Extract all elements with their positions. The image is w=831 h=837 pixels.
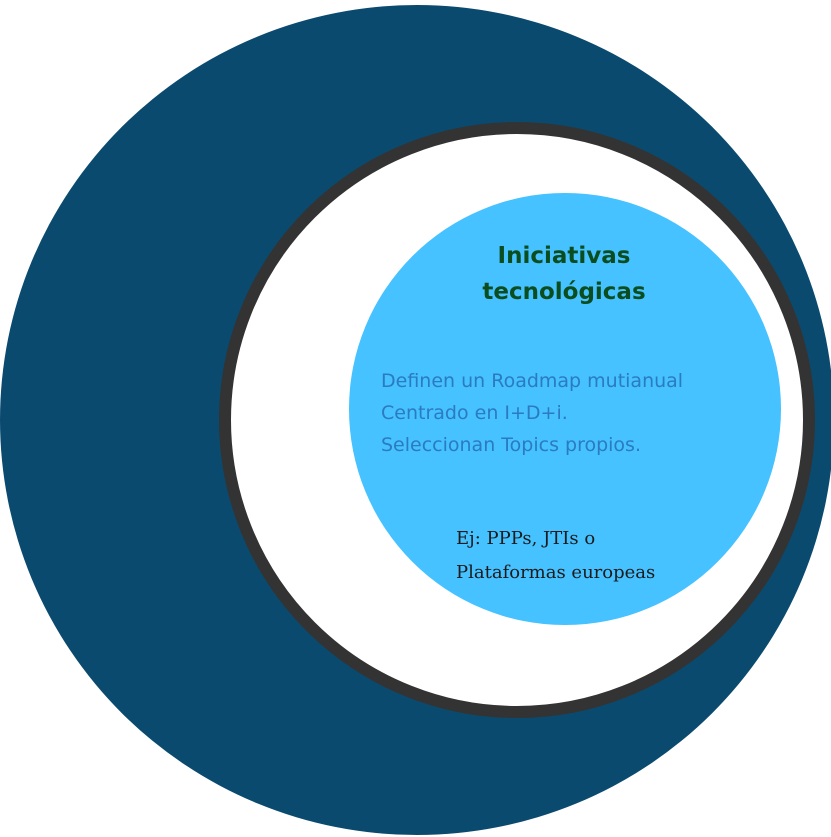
title-line-2: tecnológicas <box>482 279 646 305</box>
description-line-2: Centrado en I+D+i. <box>381 402 568 424</box>
description-line-1: Definen un Roadmap mutianual <box>381 370 684 392</box>
description-block: Definen un Roadmap mutianual Centrado en… <box>381 365 781 461</box>
example-block: Ej: PPPs, JTIs o Plataformas europeas <box>456 522 756 590</box>
description-line-3: Seleccionan Topics propios. <box>381 434 641 456</box>
diagram-title: Iniciativas tecnológicas <box>429 238 699 310</box>
inner-circle <box>349 193 781 625</box>
example-line-1: Ej: PPPs, JTIs o <box>456 528 596 549</box>
example-line-2: Plataformas europeas <box>456 562 656 583</box>
title-line-1: Iniciativas <box>497 243 631 269</box>
